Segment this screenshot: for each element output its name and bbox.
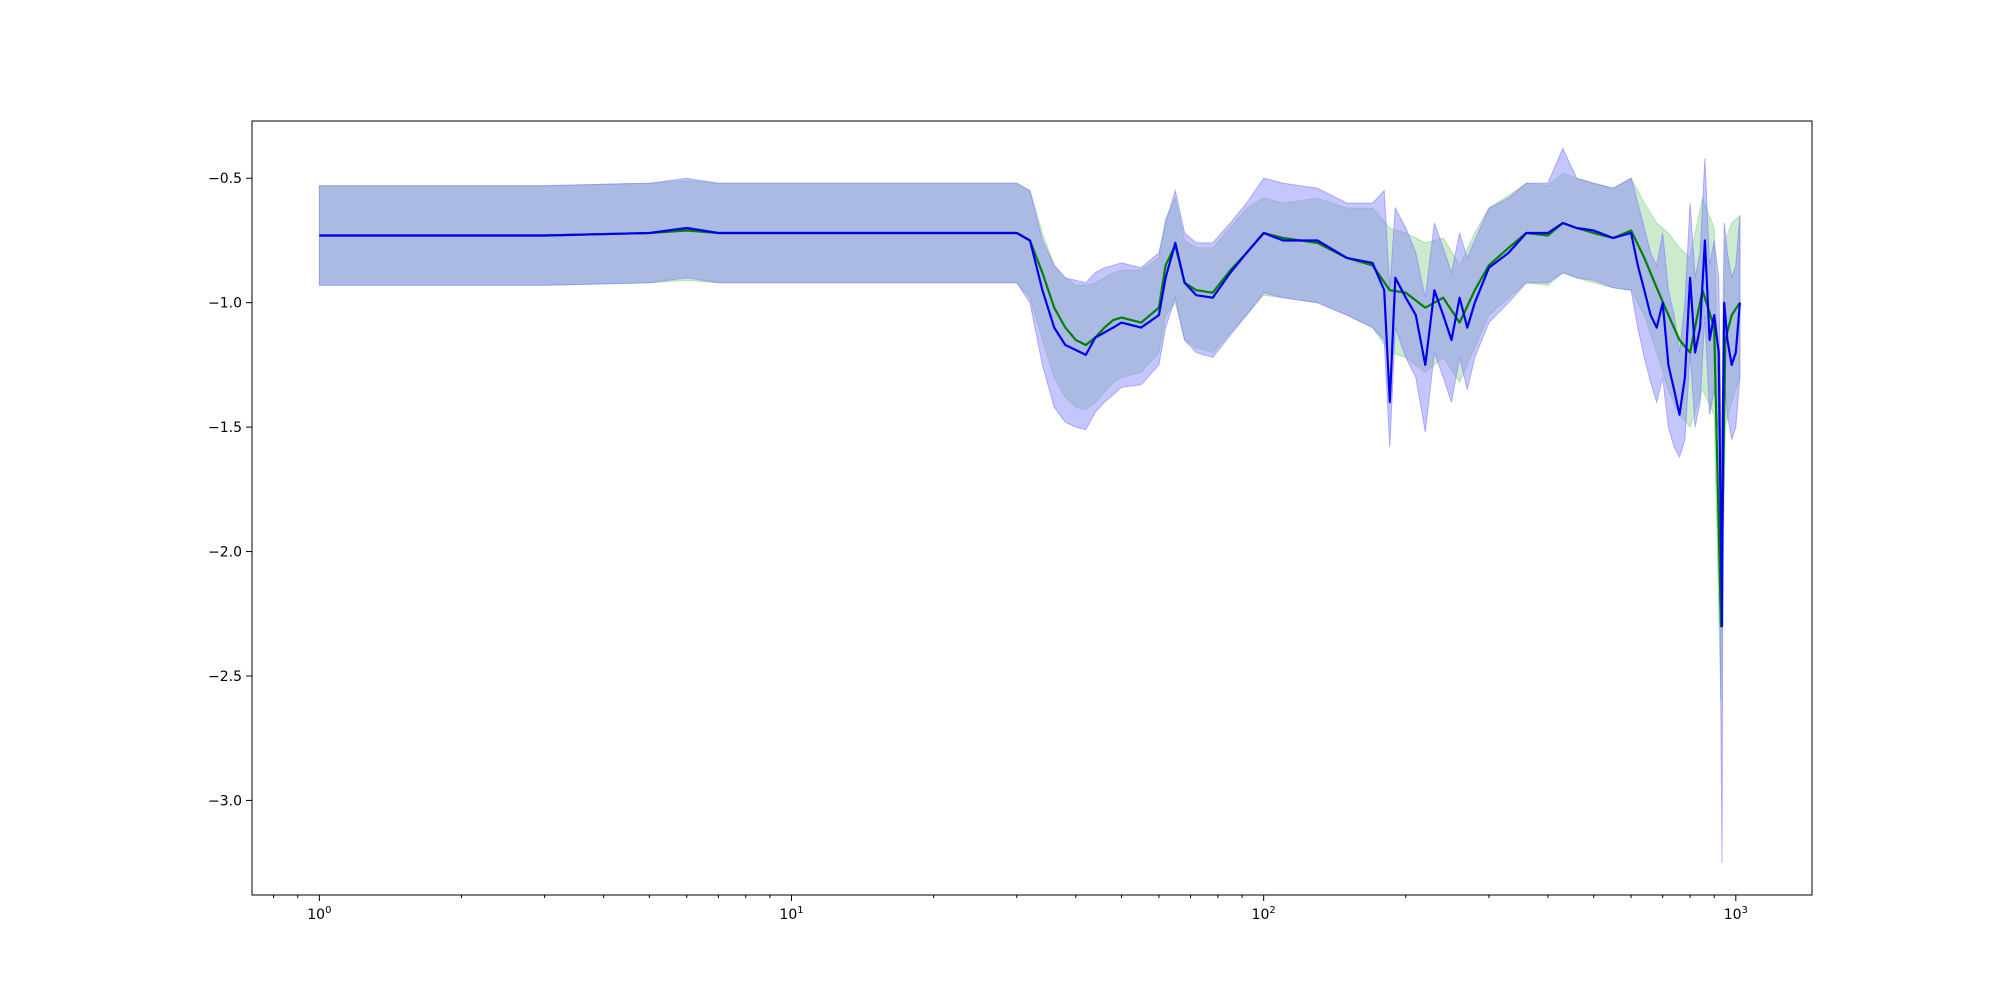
y-tick-label: −2.0 xyxy=(208,545,242,561)
series-2-line xyxy=(319,221,1741,628)
x-tick-label: 102 xyxy=(1252,905,1276,923)
y-tick-label: −2.5 xyxy=(208,669,242,685)
series-lines xyxy=(319,221,1741,628)
x-tick-label: 100 xyxy=(307,905,331,923)
y-tick-label: −1.5 xyxy=(208,420,242,436)
x-axis: 100 101 102 103 xyxy=(273,895,1748,923)
y-axis: −0.5 −1.0 −1.5 −2.0 −2.5 −3.0 xyxy=(208,171,252,809)
y-tick-label: −3.0 xyxy=(208,793,242,809)
y-tick-label: −0.5 xyxy=(208,171,242,187)
plot-frame xyxy=(251,120,1813,896)
x-tick-label: 101 xyxy=(779,905,803,923)
series-2-band xyxy=(318,147,1741,863)
x-tick-label: 103 xyxy=(1724,905,1748,923)
y-tick-label: −1.0 xyxy=(208,296,242,312)
